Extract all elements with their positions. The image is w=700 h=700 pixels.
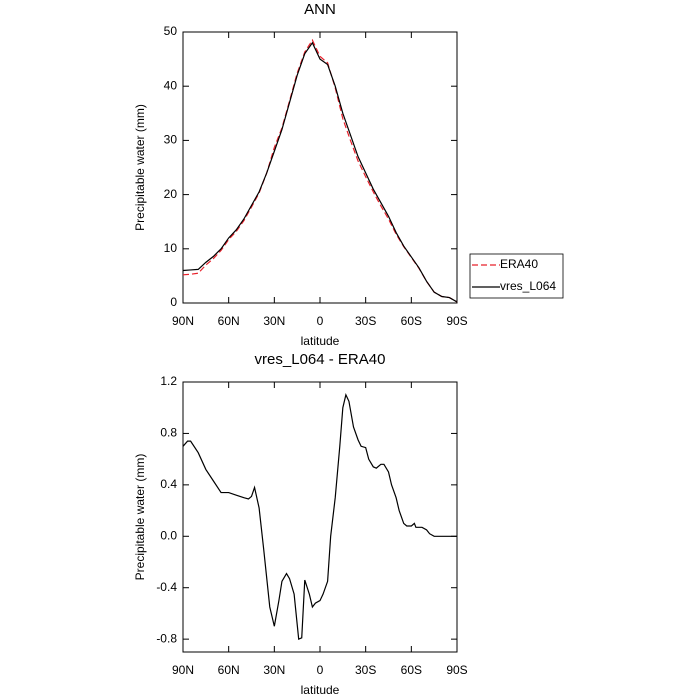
x-tick-label: 90S <box>446 663 467 677</box>
y-axis-label: Precipitable water (mm) <box>133 104 147 231</box>
x-tick-label: 0 <box>317 663 324 677</box>
plot-frame <box>182 381 458 653</box>
x-tick-label: 60N <box>218 314 240 328</box>
x-tick-label: 30N <box>263 314 285 328</box>
y-axis-label: Precipitable water (mm) <box>133 454 147 581</box>
chart-title: ANN <box>304 1 336 18</box>
x-tick-label: 0 <box>317 314 324 328</box>
y-tick-label: 0.8 <box>160 426 177 440</box>
y-tick-label: -0.8 <box>156 631 177 645</box>
legend-label: ERA40 <box>500 257 538 271</box>
plot-frame <box>182 31 458 304</box>
legend-label: vres_L064 <box>500 279 556 293</box>
legend-box <box>469 253 564 299</box>
x-tick-label: 90N <box>172 663 194 677</box>
y-tick-label: 1.2 <box>160 374 177 388</box>
x-tick-label: 90N <box>172 314 194 328</box>
x-axis-label: latitude <box>301 334 340 348</box>
data-line <box>182 393 457 641</box>
y-tick-label: 50 <box>164 24 178 38</box>
x-tick-label: 30N <box>263 663 285 677</box>
y-tick-label: 20 <box>164 187 178 201</box>
y-tick-label: 0.4 <box>160 477 177 491</box>
y-tick-label: 0.0 <box>160 528 177 542</box>
y-tick-label: -0.4 <box>156 580 177 594</box>
x-tick-label: 30S <box>355 663 376 677</box>
y-tick-label: 0 <box>170 295 177 309</box>
x-tick-label: 60S <box>401 314 422 328</box>
y-tick-label: 30 <box>164 133 178 147</box>
x-axis-label: latitude <box>301 683 340 697</box>
y-tick-label: 10 <box>164 241 178 255</box>
data-line <box>182 38 458 303</box>
chart-title: vres_L064 - ERA40 <box>255 351 386 368</box>
x-tick-label: 30S <box>355 314 376 328</box>
y-tick-label: 40 <box>164 78 178 92</box>
x-tick-label: 90S <box>446 314 467 328</box>
data-line <box>182 41 458 303</box>
x-tick-label: 60N <box>218 663 240 677</box>
x-tick-label: 60S <box>401 663 422 677</box>
